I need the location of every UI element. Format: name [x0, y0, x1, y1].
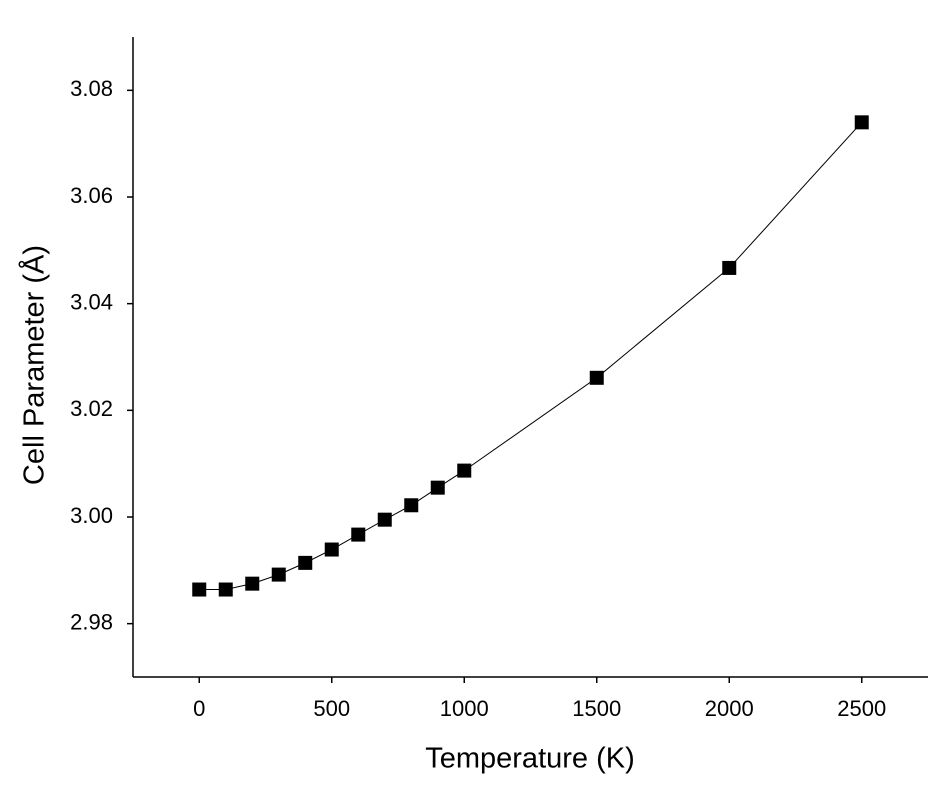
- series-line: [199, 121, 863, 591]
- marker: [854, 115, 869, 130]
- marker: [377, 512, 392, 527]
- x-axis-title: Temperature (K): [425, 743, 635, 775]
- marker: [722, 260, 737, 275]
- x-tick-label: 1000: [440, 696, 489, 721]
- marker: [324, 542, 339, 557]
- x-tick-label: 500: [313, 696, 350, 721]
- y-tick-label: 3.04: [70, 289, 113, 314]
- marker: [589, 370, 604, 385]
- marker: [404, 498, 419, 513]
- marker: [218, 582, 233, 597]
- marker: [430, 480, 445, 495]
- y-tick-label: 3.02: [70, 396, 113, 421]
- x-tick-label: 1500: [572, 696, 621, 721]
- marker: [245, 576, 260, 591]
- x-tick-label: 0: [193, 696, 205, 721]
- x-tick-label: 2000: [705, 696, 754, 721]
- marker: [271, 567, 286, 582]
- y-tick-label: 3.00: [70, 503, 113, 528]
- marker: [351, 527, 366, 542]
- marker: [192, 582, 207, 597]
- marker: [457, 463, 472, 478]
- y-tick-label: 3.06: [70, 183, 113, 208]
- y-tick-label: 2.98: [70, 609, 113, 634]
- x-tick-label: 2500: [837, 696, 886, 721]
- y-axis-title: Cell Parameter (Å): [18, 245, 51, 485]
- marker: [298, 555, 313, 570]
- y-tick-label: 3.08: [70, 76, 113, 101]
